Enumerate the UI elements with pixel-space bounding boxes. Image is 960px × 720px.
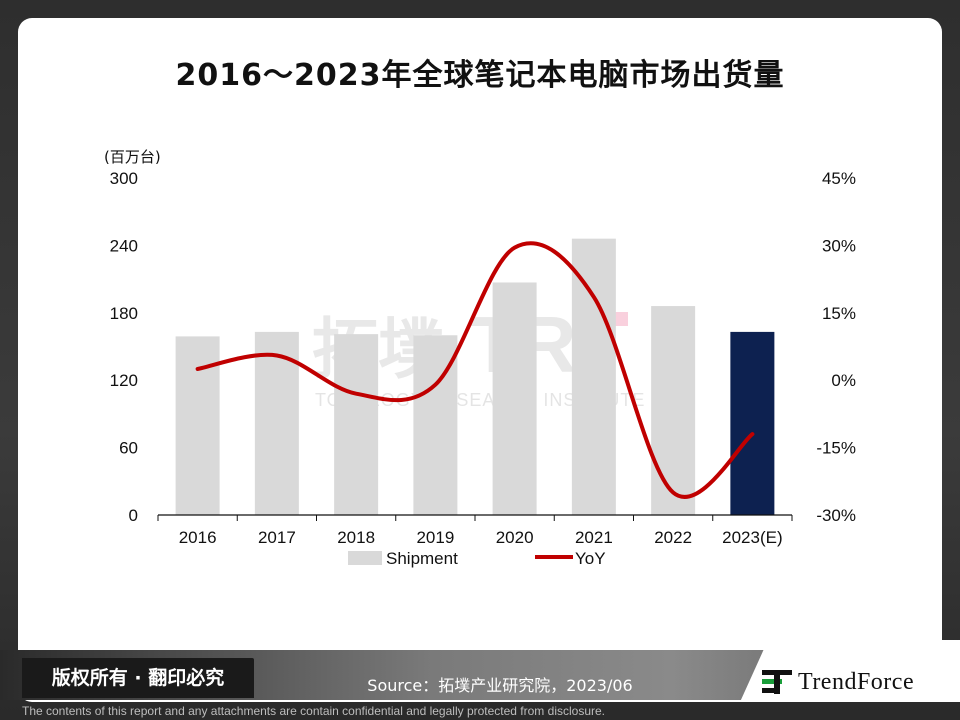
bar-2023(E) [730,331,775,515]
x-tick-label: 2023(E) [722,528,782,547]
y-right-tick-label: 30% [822,236,856,255]
axes-group [157,514,793,521]
x-tick-label: 2021 [575,528,613,547]
slide-card [18,18,942,702]
x-tick-label: 2022 [654,528,692,547]
source-label: Source：拓墣产业研究院，2023/06 [367,676,633,695]
y-left-tick-label: 0 [129,506,138,525]
y-left-tick-label: 300 [110,169,138,188]
y-right-tick-label: -15% [816,439,856,458]
y-right-tick-label: 0% [831,371,856,390]
brand-name: TrendForce [798,668,915,695]
legend-swatch-shipment [348,551,382,565]
y-left-tick-label: 240 [110,236,138,255]
legend-label-shipment: Shipment [386,549,458,568]
legend-label-yoy: YoY [575,549,606,568]
chart: 拓墣 TRI TOPOLOGY RESEARCH INSTITUTE 20162… [104,148,856,568]
copyright-label: 版权所有 · 翻印必究 [22,658,254,698]
legend: Shipment YoY [348,549,606,568]
y-right-tick-label: 45% [822,169,856,188]
x-tick-label: 2020 [496,528,534,547]
y-right-tick-label: 15% [822,304,856,323]
watermark-dot [614,312,628,326]
disclaimer: The contents of this report and any atta… [22,704,605,718]
y-left-tick-label: 120 [110,371,138,390]
x-tick-label: 2017 [258,528,296,547]
x-tick-label: 2019 [416,528,454,547]
bar-2020 [492,282,537,515]
x-tick-label: 2016 [179,528,217,547]
x-tick-label: 2018 [337,528,375,547]
trendforce-logo-icon [762,670,792,694]
ticks-group: 2016 2017 2018 2019 2020 2021 2022 2023(E) 0 60 12… [104,148,856,547]
watermark-en: TOPOLOGY RESEARCH INSTITUTE [315,390,645,410]
y-left-tick-label: 60 [119,439,138,458]
chart-title: 2016～2023年全球笔记本电脑市场出货量 [175,58,785,93]
y-right-tick-label: -30% [816,506,856,525]
yoy-line [195,241,755,499]
bar-2021 [571,238,616,515]
bar-2017 [254,331,299,515]
bar-2018 [334,334,379,515]
brand-logo: TrendForce [762,662,914,702]
y-left-unit-label: (百万台) [104,148,161,166]
bar-2022 [651,306,696,515]
y-left-tick-label: 180 [110,304,138,323]
